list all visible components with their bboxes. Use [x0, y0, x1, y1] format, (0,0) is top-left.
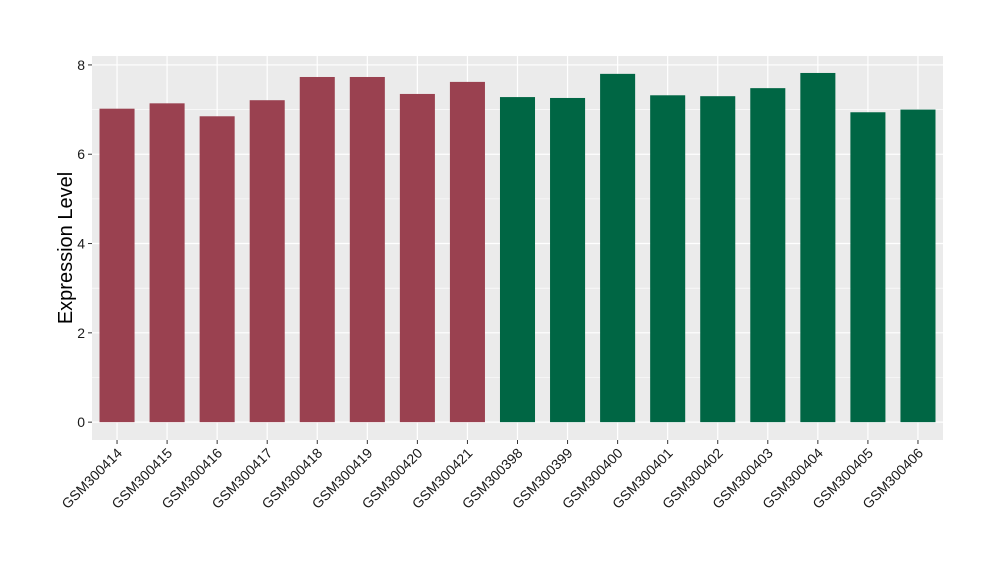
bar-gsm300401	[650, 95, 686, 423]
bar-gsm300414	[99, 108, 135, 423]
bar-gsm300402	[700, 96, 736, 423]
y-axis: 0 2 4 6 8	[77, 57, 92, 430]
bar-gsm300420	[399, 93, 435, 423]
bar-gsm300415	[149, 103, 185, 423]
bar-gsm300404	[800, 72, 836, 423]
bar-gsm300406	[900, 109, 936, 423]
bar-gsm300405	[850, 112, 886, 423]
x-axis: GSM300414GSM300415GSM300416GSM300417GSM3…	[58, 440, 926, 512]
bar-gsm300400	[600, 73, 636, 423]
bar-gsm300421	[449, 81, 485, 423]
y-axis-title: Expression Level	[55, 172, 77, 324]
bar-gsm300403	[750, 88, 786, 423]
y-tick-label: 8	[77, 57, 85, 73]
bar-gsm300399	[550, 97, 586, 423]
y-tick-label: 6	[77, 146, 85, 162]
y-tick-label: 4	[77, 236, 85, 252]
bar-gsm300398	[499, 97, 536, 423]
y-tick-label: 2	[77, 325, 85, 341]
bars	[99, 72, 936, 423]
bar-gsm300419	[349, 76, 385, 423]
bar-gsm300416	[199, 116, 235, 423]
bar-gsm300417	[249, 100, 285, 423]
bar-gsm300418	[299, 76, 335, 423]
y-tick-label: 0	[77, 414, 85, 430]
